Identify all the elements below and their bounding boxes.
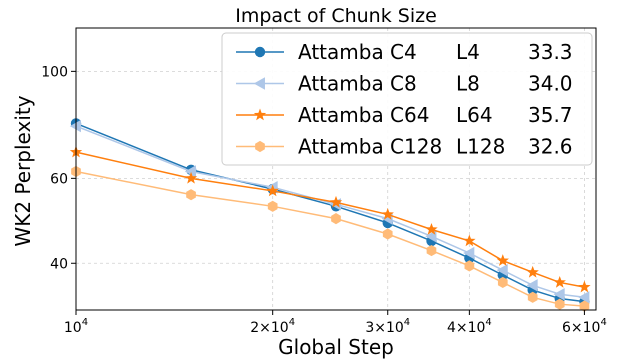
data-point — [464, 260, 475, 272]
data-point — [554, 298, 565, 310]
data-point — [184, 171, 198, 184]
data-point — [578, 291, 590, 304]
y-tick-label: 40 — [50, 256, 68, 272]
series-line — [75, 151, 585, 288]
data-point — [496, 254, 509, 266]
data-point — [425, 222, 438, 235]
data-point — [553, 275, 566, 288]
x-tick-label: 2×104 — [250, 317, 295, 336]
x-tick-label: 3×104 — [365, 317, 410, 336]
legend-marker — [253, 77, 265, 90]
data-point — [186, 189, 196, 201]
legend-marker — [254, 46, 266, 58]
data-point — [526, 265, 539, 278]
legend: Attamba C4 L4 33.3 Attamba C8 L8 34.0 Attamba … — [221, 32, 593, 166]
x-tick-label: 6×104 — [562, 317, 607, 336]
y-axis-label: WK2 Perplexity — [11, 95, 35, 246]
data-point — [266, 184, 279, 197]
data-point — [381, 207, 394, 220]
y-tick-label: 100 — [41, 64, 68, 80]
data-point — [331, 213, 341, 225]
legend-l-value: L4 — [456, 40, 480, 64]
data-point — [527, 291, 538, 303]
legend-box — [221, 32, 593, 166]
data-point — [553, 288, 565, 301]
legend-label: Attamba C64 — [298, 103, 429, 127]
data-point — [69, 119, 81, 133]
legend-label: Attamba C128 — [298, 135, 442, 159]
legend-score: 34.0 — [528, 72, 573, 96]
data-point — [382, 228, 393, 240]
x-axis-ticks: 104 2×104 3×104 4×104 6×104 — [64, 310, 607, 336]
plot-frame — [75, 27, 597, 311]
data-point — [463, 246, 475, 260]
data-point — [329, 195, 343, 208]
legend-score: 33.3 — [528, 40, 573, 64]
legend-l-value: L8 — [456, 72, 480, 96]
legend-score: 35.7 — [528, 103, 573, 127]
data-point — [526, 279, 538, 292]
data-point — [184, 165, 197, 178]
data-point — [463, 234, 476, 247]
legend-label: Attamba C4 — [298, 40, 417, 64]
data-point — [579, 300, 590, 312]
y-axis-ticks: 40 60 100 — [41, 64, 76, 272]
x-tick-label: 104 — [64, 317, 88, 336]
legend-marker — [253, 108, 267, 121]
legend-marker — [255, 140, 265, 153]
legend-l-value: L64 — [456, 103, 493, 127]
data-point — [578, 280, 591, 293]
data-point — [496, 263, 508, 277]
legend-label: Attamba C8 — [298, 72, 417, 96]
data-point — [267, 200, 278, 212]
y-tick-label: 60 — [50, 171, 68, 187]
data-point — [497, 276, 508, 289]
series-layer — [69, 118, 591, 312]
data-point — [426, 244, 437, 257]
x-axis-label: Global Step — [278, 335, 394, 359]
legend-score: 32.6 — [528, 135, 573, 159]
x-tick-label: 4×104 — [447, 317, 492, 336]
chart-title: Impact of Chunk Size — [235, 5, 437, 27]
series-line — [75, 170, 585, 307]
legend-l-value: L128 — [456, 135, 505, 159]
